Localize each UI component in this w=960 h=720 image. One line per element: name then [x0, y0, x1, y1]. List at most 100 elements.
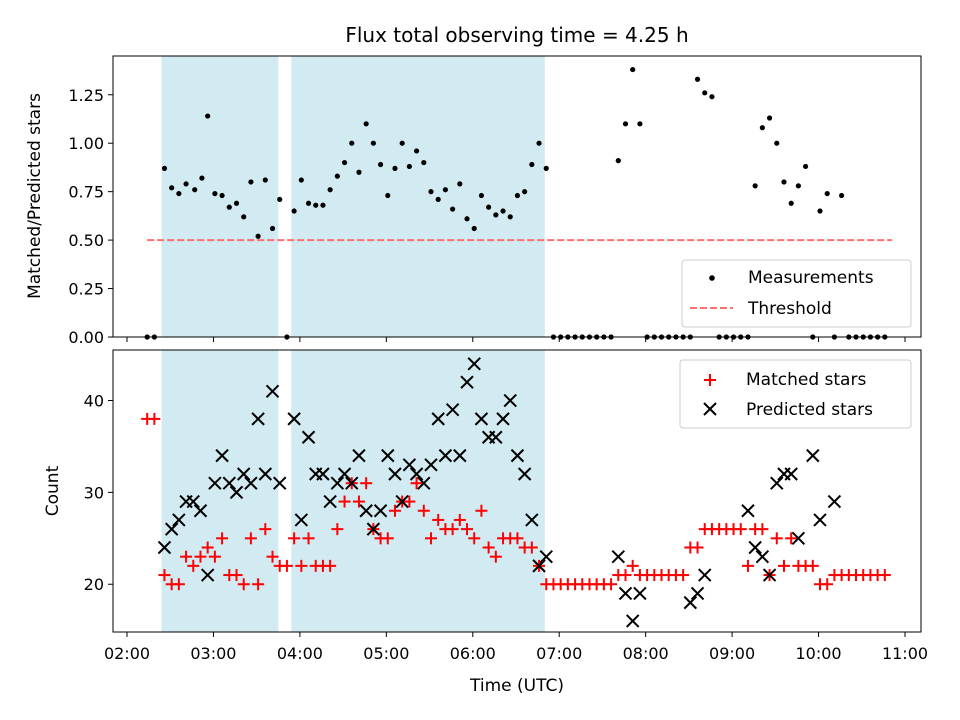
matched-star-point [424, 532, 437, 545]
predicted-star-point [229, 485, 244, 500]
measurement-point [637, 121, 643, 127]
legend-matched-label: Matched stars [746, 370, 866, 390]
y-tick-label: 1.25 [68, 86, 104, 105]
predicted-star-point [381, 448, 395, 463]
measurement-point [428, 189, 434, 195]
predicted-star-point [222, 476, 236, 490]
predicted-star-point [489, 430, 503, 444]
measurement-point [788, 200, 794, 206]
measurement-point [205, 113, 211, 119]
matched-star-point [806, 559, 819, 572]
y-tick-label: 20 [84, 575, 104, 594]
y-tick-label: 30 [84, 483, 104, 502]
measurement-point [161, 165, 168, 171]
matched-star-point [388, 504, 401, 517]
predicted-star-point [625, 614, 640, 628]
top-panel-x-ticks [126, 337, 906, 342]
predicted-star-point [172, 513, 186, 527]
matched-star-point [677, 569, 690, 582]
measurement-point [507, 214, 513, 220]
x-tick-label: 05:00 [363, 644, 409, 663]
measurement-point [630, 66, 636, 73]
predicted-star-point [417, 476, 431, 490]
measurement-point [241, 214, 247, 220]
predicted-star-point [762, 568, 777, 582]
measurement-point [192, 187, 198, 193]
predicted-star-point [690, 586, 705, 601]
bottom-panel-frame [112, 349, 922, 633]
matched-star-point [187, 559, 200, 572]
predicted-star-point [164, 522, 179, 536]
legend-predicted-label: Predicted stars [746, 400, 873, 420]
measurement-point [759, 125, 765, 131]
measurement-point [450, 206, 456, 212]
measurement-point [291, 208, 297, 214]
predicted-star-point [301, 430, 316, 444]
measurement-point [615, 158, 621, 164]
matched-star-point [461, 523, 474, 536]
predicted-star-point [258, 467, 273, 481]
measurement-point [514, 192, 521, 199]
matched-star-point [511, 532, 524, 545]
predicted-star-point [791, 531, 806, 546]
x-tick-label: 06:00 [450, 644, 496, 663]
matched-star-point [148, 412, 161, 425]
predicted-star-point [330, 476, 345, 490]
measurement-point [377, 161, 384, 168]
predicted-star-point [236, 467, 251, 481]
measurement-point [255, 233, 261, 239]
matched-star-point [237, 578, 250, 591]
legend-matched-marker [704, 374, 716, 386]
predicted-star-point [373, 504, 388, 518]
matched-star-point [381, 532, 394, 545]
matched-star-point [201, 541, 214, 554]
x-axis-label: Time (UTC) [469, 676, 564, 696]
bottom-legend-box [679, 359, 912, 429]
matched-star-point [605, 578, 618, 591]
matched-star-point [734, 523, 747, 536]
predicted-star-point [633, 586, 647, 601]
measurement-point [320, 202, 326, 208]
predicted-star-point [510, 448, 525, 463]
measurement-point [212, 190, 218, 197]
predicted-star-point [813, 513, 827, 527]
measurement-point [298, 177, 304, 183]
predicted-star-point [157, 540, 172, 555]
measurement-point [694, 76, 701, 82]
x-tick-label: 08:00 [623, 644, 669, 663]
x-tick-label: 10:00 [796, 644, 842, 663]
matched-star-point [468, 532, 481, 545]
predicted-star-point [244, 476, 258, 490]
bottom-panel-x-ticks: 02:00 03:00 04:00 05:00 06:00 07:00 08:00 09:00… [104, 632, 928, 663]
predicted-star-point [532, 559, 546, 573]
legend-measurements-label: Measurements [748, 268, 874, 288]
shaded-interval [291, 56, 545, 337]
matched-star-point [216, 532, 229, 545]
measurement-point [709, 94, 715, 100]
top-panel-shaded-intervals [161, 56, 545, 337]
y-tick-label: 0.25 [68, 280, 104, 299]
measurement-point [817, 208, 823, 214]
measurement-point [349, 140, 355, 146]
predicted-star-point [467, 357, 481, 371]
legend-threshold-label: Threshold [747, 299, 832, 319]
matched-star-point [288, 532, 301, 545]
measurement-point [766, 115, 773, 121]
predicted-star-point [525, 513, 539, 527]
matched-star-point [244, 532, 257, 545]
measurement-point [341, 159, 348, 166]
y-tick-label: 1.00 [68, 134, 104, 153]
measurement-point [802, 163, 809, 170]
measurement-point [199, 175, 205, 181]
predicted-star-point [431, 412, 445, 426]
predicted-star-point [287, 412, 301, 426]
matched-star-point [338, 495, 351, 508]
predicted-star-point [316, 467, 330, 481]
measurement-point [233, 200, 240, 206]
matched-star-point [230, 569, 243, 582]
legend-predicted-marker [703, 402, 717, 416]
measurement-point [277, 196, 283, 203]
measurement-point [334, 173, 340, 179]
matched-star-point [619, 569, 632, 582]
